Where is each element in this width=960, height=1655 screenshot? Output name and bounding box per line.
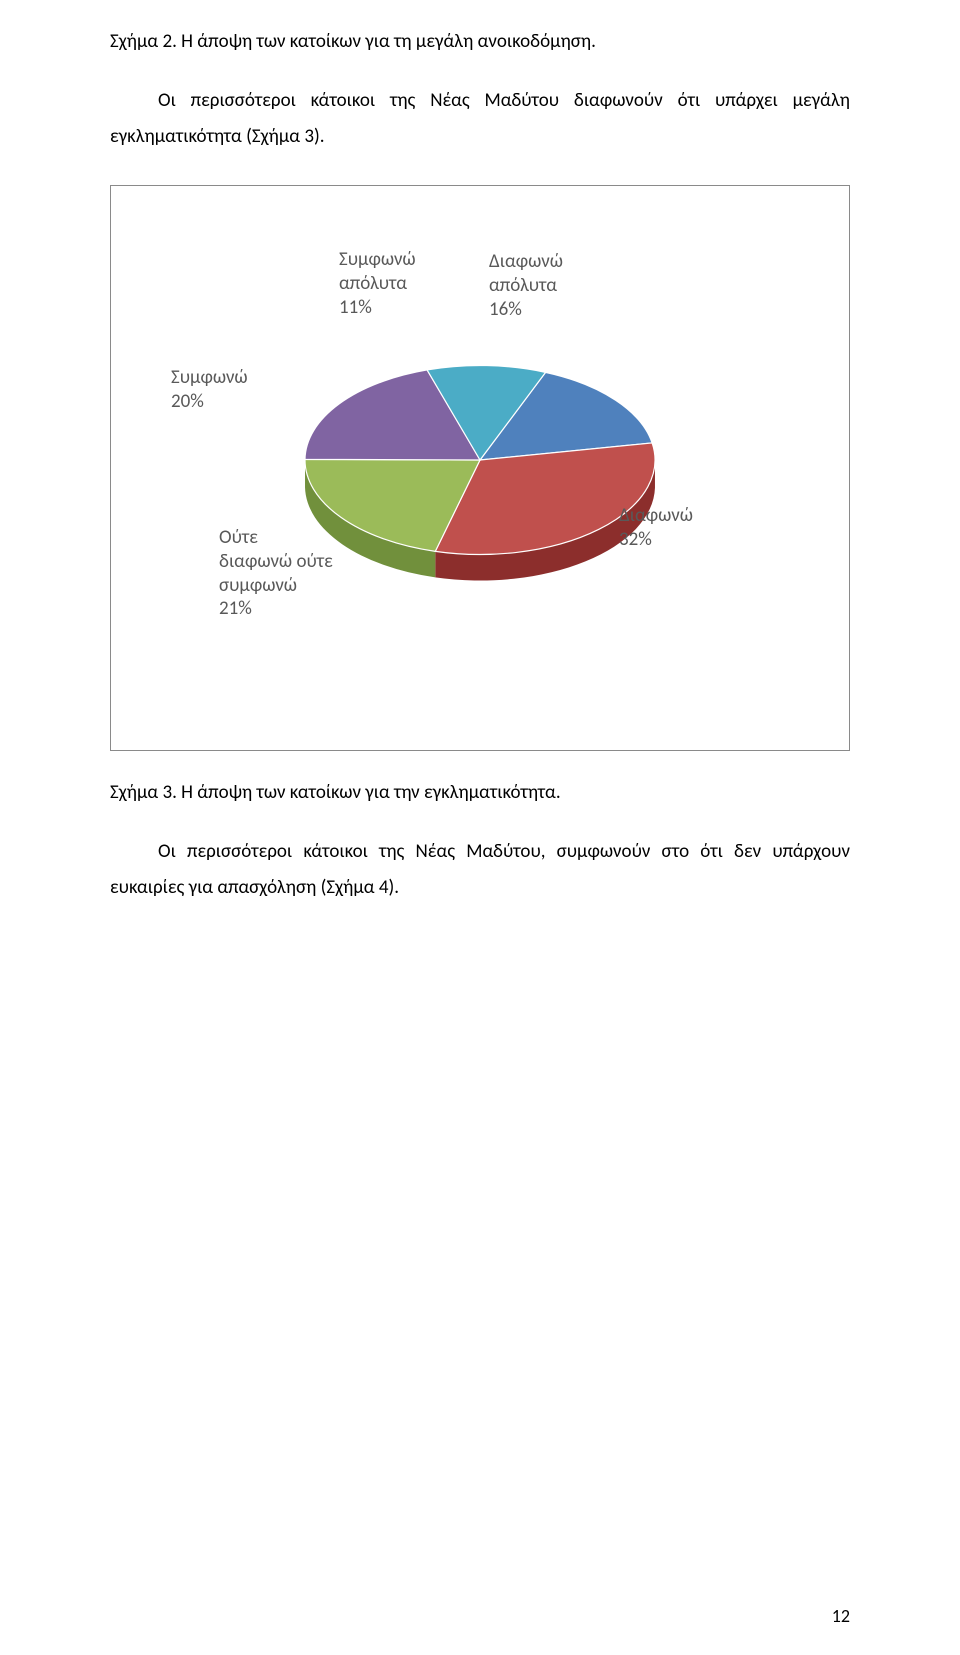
- pie-label-line: διαφωνώ ούτε: [219, 550, 333, 574]
- pie-chart: Διαφωνώαπόλυτα16%Διαφωνώ32%Ούτεδιαφωνώ ο…: [129, 208, 831, 728]
- page-number: 12: [832, 1605, 850, 1627]
- pie-label-line: 16%: [489, 298, 563, 322]
- pie-label-line: απόλυτα: [489, 274, 563, 298]
- pie-label-1: Διαφωνώ32%: [619, 504, 693, 552]
- pie-label-line: Ούτε: [219, 526, 333, 550]
- figure3-caption: Σχήμα 3. Η άποψη των κατοίκων για την εγ…: [110, 781, 850, 804]
- pie-label-4: Συμφωνώαπόλυτα11%: [339, 248, 416, 319]
- pie-label-line: Συμφωνώ: [171, 366, 248, 390]
- pie-label-line: 20%: [171, 390, 248, 414]
- pie-label-0: Διαφωνώαπόλυτα16%: [489, 250, 563, 321]
- pie-label-line: απόλυτα: [339, 272, 416, 296]
- page: Σχήμα 2. Η άποψη των κατοίκων για τη μεγ…: [0, 0, 960, 1655]
- pie-label-line: 11%: [339, 296, 416, 320]
- pie-label-2: Ούτεδιαφωνώ ούτεσυμφωνώ21%: [219, 526, 333, 621]
- pie-label-line: 21%: [219, 597, 333, 621]
- pie-chart-container: Διαφωνώαπόλυτα16%Διαφωνώ32%Ούτεδιαφωνώ ο…: [110, 185, 850, 751]
- pie-label-line: Συμφωνώ: [339, 248, 416, 272]
- paragraph-2: Οι περισσότεροι κάτοικοι της Νέας Μαδύτο…: [110, 834, 850, 906]
- pie-svg: [129, 208, 831, 728]
- pie-label-line: συμφωνώ: [219, 574, 333, 598]
- pie-label-line: Διαφωνώ: [489, 250, 563, 274]
- paragraph-1: Οι περισσότεροι κάτοικοι της Νέας Μαδύτο…: [110, 83, 850, 155]
- pie-label-line: Διαφωνώ: [619, 504, 693, 528]
- pie-label-line: 32%: [619, 528, 693, 552]
- figure2-caption: Σχήμα 2. Η άποψη των κατοίκων για τη μεγ…: [110, 30, 850, 53]
- pie-label-3: Συμφωνώ20%: [171, 366, 248, 414]
